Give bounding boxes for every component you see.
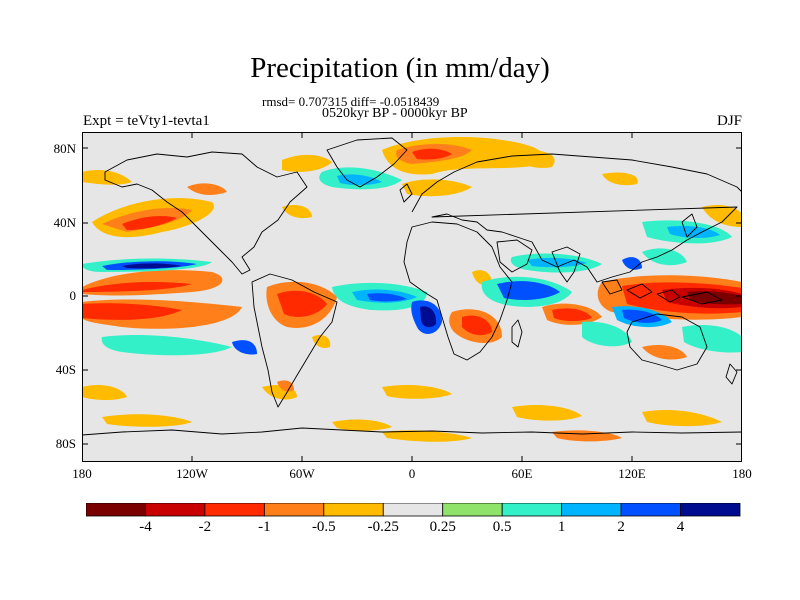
axis-ticks xyxy=(82,132,742,462)
anomaly-patch xyxy=(232,340,257,355)
anomaly-patch xyxy=(187,183,227,195)
experiment-label: Expt = teVty1-tevta1 xyxy=(83,113,210,129)
anomaly-patch xyxy=(277,290,327,317)
anomaly-patch xyxy=(282,154,332,172)
precipitation-map xyxy=(82,132,742,462)
anomaly-patch xyxy=(642,248,687,266)
anomaly-patch xyxy=(512,405,582,421)
colorbar-label: -0.5 xyxy=(311,519,336,535)
colorbar-swatch xyxy=(382,503,444,517)
anomaly-patch xyxy=(642,345,687,360)
x-tick-label: 180 xyxy=(72,466,92,481)
colorbar-swatch xyxy=(263,503,325,517)
season-label: DJF xyxy=(716,113,742,129)
anomaly-field xyxy=(82,137,742,442)
colorbar-label: 4 xyxy=(676,519,685,535)
colorbar-label: -2 xyxy=(198,519,212,535)
colorbar-swatch xyxy=(86,503,146,517)
colorbar-label: 0.5 xyxy=(492,519,512,535)
anomaly-patch xyxy=(102,414,192,427)
anomaly-patch xyxy=(367,293,407,302)
x-tick-label: 120W xyxy=(176,466,208,481)
anomaly-patch xyxy=(402,179,472,197)
x-tick-label: 180 xyxy=(732,466,752,481)
anomaly-patch xyxy=(82,282,192,292)
plot-title: Precipitation (in mm/day) xyxy=(250,52,550,84)
colorbar-label: -1 xyxy=(258,519,271,535)
x-tick-label: 60W xyxy=(289,466,315,481)
x-tick-label: 120E xyxy=(618,466,646,481)
y-tick-label: 40N xyxy=(53,215,76,230)
anomaly-patch xyxy=(277,380,294,392)
anomaly-patch xyxy=(82,385,127,401)
anomaly-patch xyxy=(462,315,492,336)
colorbar-swatch xyxy=(145,503,206,517)
anomaly-patch xyxy=(420,306,437,328)
stats-subtitle: rmsd= 0.707315 diff= -0.0518439 xyxy=(262,94,440,109)
anomaly-patch xyxy=(667,225,720,238)
colorbar-label: 1 xyxy=(557,519,566,535)
anomaly-patch xyxy=(582,321,632,347)
anomaly-patch xyxy=(382,384,452,399)
anomaly-patch xyxy=(337,174,382,186)
colorbar-label: -0.25 xyxy=(367,519,399,535)
x-tick-label: 0 xyxy=(408,466,416,481)
x-tick-label: 60E xyxy=(511,466,533,481)
anomaly-patch xyxy=(312,335,331,348)
anomaly-patch xyxy=(382,430,472,442)
anomaly-patch xyxy=(101,335,232,356)
colorbar-label: 0.25 xyxy=(429,519,456,535)
colorbar-label: 2 xyxy=(617,519,625,535)
anomaly-patch xyxy=(82,170,132,185)
colorbar-label: -4 xyxy=(139,519,152,535)
anomaly-patch xyxy=(412,148,452,160)
y-tick-label: 40S xyxy=(55,362,76,377)
anomaly-patch xyxy=(497,281,560,300)
anomaly-patch xyxy=(552,308,592,321)
colorbar-swatch xyxy=(323,503,384,517)
colorbar-swatch xyxy=(561,503,622,517)
colorbar-swatch xyxy=(501,503,563,517)
y-tick-label: 80S xyxy=(55,436,76,451)
anomaly-patch xyxy=(332,419,392,431)
anomaly-patch xyxy=(702,204,742,227)
colorbar-swatch xyxy=(442,503,503,517)
y-tick-label: 80N xyxy=(53,141,76,156)
anomaly-patch xyxy=(122,263,182,269)
colorbar xyxy=(86,503,741,517)
colorbar-swatch xyxy=(204,503,265,517)
anomaly-patch xyxy=(602,172,638,186)
anomaly-patch xyxy=(122,216,177,230)
anomaly-patch xyxy=(682,325,742,353)
colorbar-swatch xyxy=(620,503,681,517)
coastlines xyxy=(82,137,742,436)
colorbar-swatch xyxy=(680,503,741,517)
anomaly-patch xyxy=(82,303,182,320)
anomaly-patch xyxy=(622,309,662,323)
period-subtitle: 0520kyr BP - 0000kyr BP xyxy=(322,106,468,121)
anomaly-patch xyxy=(282,205,312,219)
anomaly-patch xyxy=(687,291,742,305)
anomaly-patch xyxy=(642,410,722,427)
y-tick-label: 0 xyxy=(69,288,77,303)
